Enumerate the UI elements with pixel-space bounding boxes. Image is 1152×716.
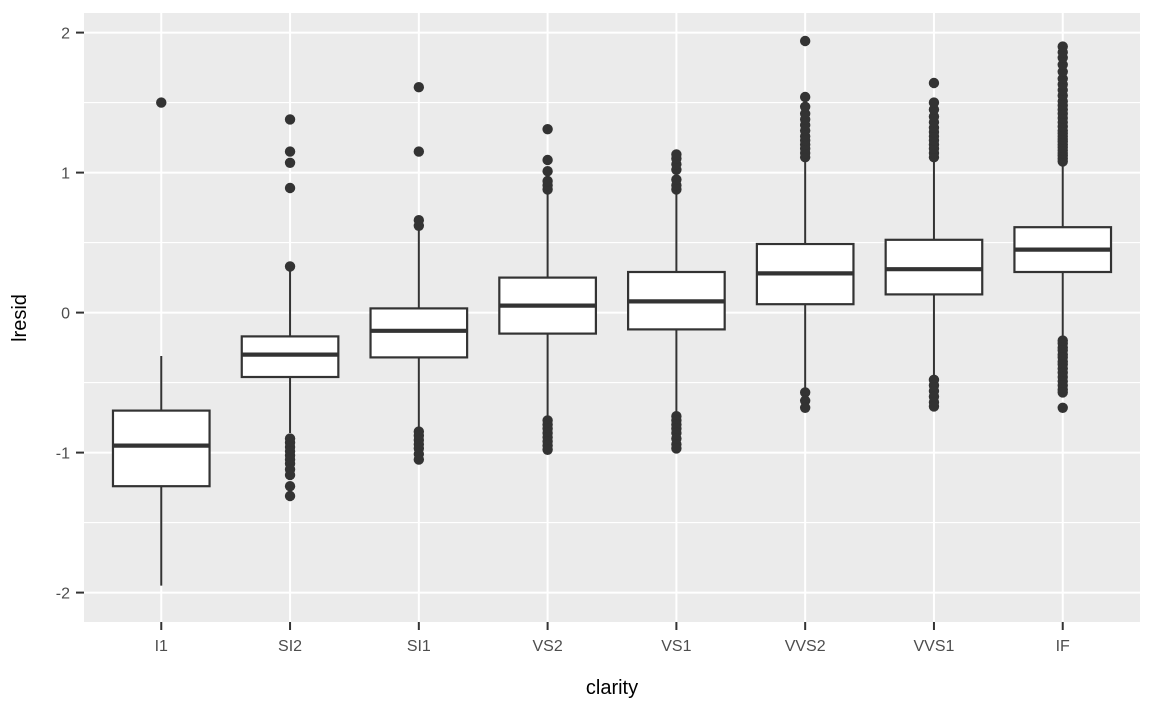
outlier-dot	[799, 402, 811, 413]
outlier-dot	[542, 124, 553, 135]
outlier-dot	[542, 154, 553, 166]
outlier-dot	[671, 174, 682, 185]
outlier-dot	[413, 146, 425, 157]
outlier-dot	[799, 101, 811, 113]
x-tick-label-I1: I1	[155, 638, 168, 655]
boxplot-VS2	[498, 124, 598, 455]
outlier-dot	[542, 444, 553, 455]
outlier-dot	[413, 454, 425, 465]
outlier-dot	[284, 182, 296, 194]
outlier-dot	[671, 443, 682, 454]
outlier-dot	[1057, 41, 1068, 52]
outlier-dot	[284, 490, 296, 502]
y-tick-label: -1	[56, 446, 70, 463]
outlier-dot	[413, 215, 425, 226]
y-tick-label: 0	[61, 306, 70, 323]
outlier-dot	[928, 401, 940, 412]
x-axis-title: clarity	[586, 677, 638, 699]
panel-background	[84, 13, 1140, 622]
outlier-dot	[413, 82, 425, 93]
outlier-dot	[671, 149, 682, 160]
axis-tick-marks	[76, 31, 1064, 630]
outlier-dot	[1057, 387, 1068, 398]
outlier-dot	[799, 91, 811, 103]
outlier-dot	[928, 97, 940, 108]
iqr-box	[111, 409, 211, 488]
outlier-dot	[284, 261, 296, 272]
plot-panel	[84, 13, 1140, 622]
outlier-dot	[542, 175, 553, 187]
outlier-dot	[284, 114, 296, 125]
y-axis-title: lresid	[9, 294, 31, 342]
outlier-dot	[799, 387, 811, 398]
outlier-dot	[542, 166, 553, 177]
outlier-dot	[799, 35, 811, 47]
x-tick-label-VS1: VS1	[661, 638, 691, 655]
x-tick-label-VVS2: VVS2	[785, 638, 826, 655]
outlier-dot	[284, 469, 296, 481]
boxplot-SI1	[369, 82, 469, 465]
boxplot-VVS2	[755, 35, 855, 413]
boxplot-VVS1	[884, 77, 984, 412]
boxplot-IF	[1013, 41, 1113, 413]
outlier-dot	[284, 157, 296, 168]
outlier-dot	[1057, 402, 1068, 413]
x-tick-labels: I1 SI2 SI1 VS2 VS1 VVS2 VVS1 IF	[155, 638, 1070, 655]
x-tick-label-IF: IF	[1056, 638, 1070, 655]
y-tick-label: -2	[56, 586, 70, 603]
y-tick-label: 1	[61, 166, 70, 183]
x-tick-label-VS2: VS2	[532, 638, 562, 655]
boxplot-SI2	[240, 114, 340, 502]
x-tick-label-SI2: SI2	[278, 638, 302, 655]
outlier-dot	[156, 97, 167, 108]
x-tick-label-VVS1: VVS1	[913, 638, 954, 655]
y-tick-label: 2	[61, 26, 70, 43]
outlier-dot	[928, 77, 940, 89]
outlier-dot	[284, 481, 296, 492]
y-tick-labels: -2 -1 0 1 2	[56, 26, 70, 603]
outlier-dot	[284, 146, 296, 157]
boxplots	[111, 35, 1113, 586]
x-tick-label-SI1: SI1	[407, 638, 431, 655]
boxplot-VS1	[626, 149, 726, 454]
boxplot-I1	[111, 97, 211, 586]
